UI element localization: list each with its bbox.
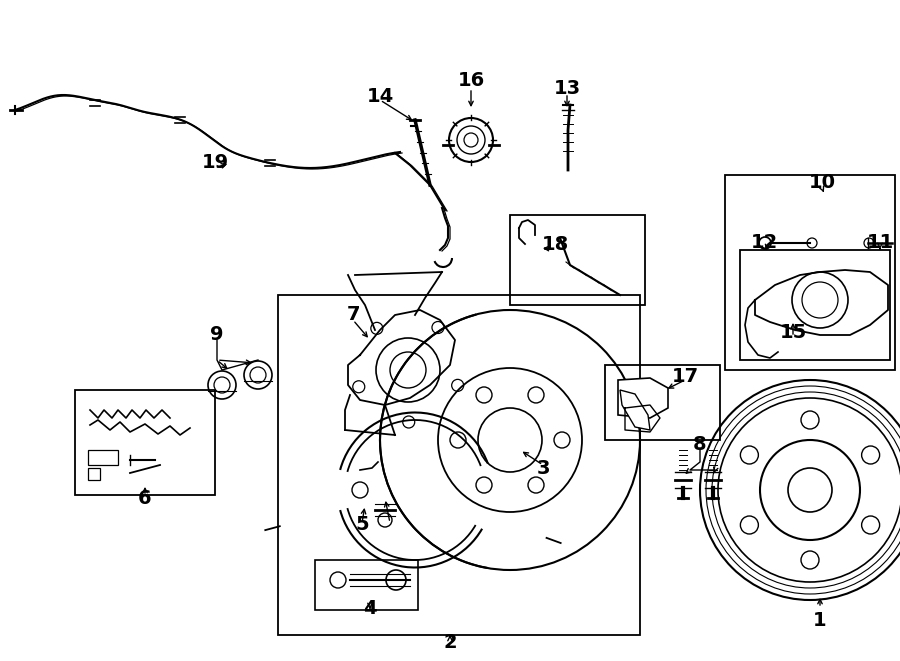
Text: 19: 19 (202, 153, 229, 173)
Text: 2: 2 (443, 633, 457, 652)
Bar (75, 390, 215, 495)
Text: 11: 11 (867, 233, 894, 251)
Text: 10: 10 (808, 173, 835, 192)
Bar (740, 250, 890, 360)
Text: 3: 3 (536, 459, 550, 477)
Bar (278, 295, 640, 635)
Text: 13: 13 (554, 79, 580, 98)
Text: 6: 6 (139, 488, 152, 508)
Text: 14: 14 (366, 87, 393, 106)
Text: 15: 15 (779, 323, 806, 342)
Text: 5: 5 (356, 516, 369, 535)
Bar (605, 365, 720, 440)
Bar (88, 468, 100, 480)
Text: 16: 16 (457, 71, 484, 91)
Polygon shape (618, 378, 668, 418)
Polygon shape (620, 390, 650, 430)
Text: 7: 7 (346, 305, 360, 325)
Text: 9: 9 (211, 325, 224, 344)
Bar (315, 560, 418, 610)
Text: 1: 1 (814, 611, 827, 629)
Bar (88, 450, 118, 465)
Text: 17: 17 (671, 366, 698, 385)
Text: 8: 8 (693, 436, 706, 455)
Bar (725, 175, 895, 370)
Text: 18: 18 (542, 235, 569, 254)
Bar (510, 215, 645, 305)
Text: 4: 4 (364, 598, 377, 617)
Text: 12: 12 (751, 233, 778, 251)
